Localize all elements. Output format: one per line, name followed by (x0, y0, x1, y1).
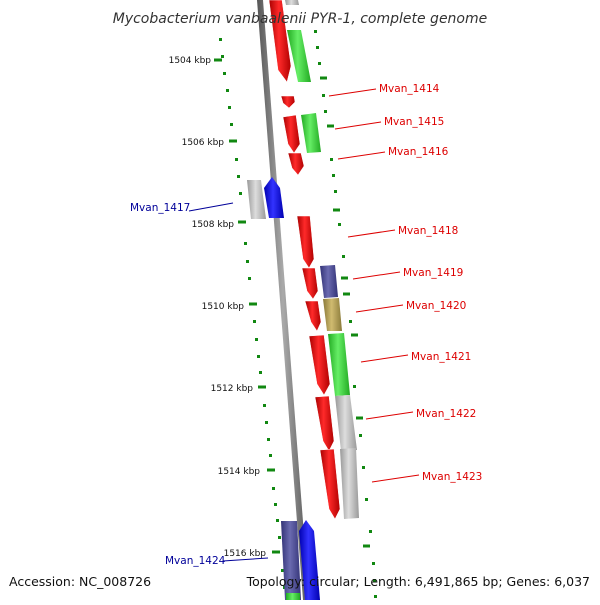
cds-arrow[interactable] (264, 177, 284, 218)
kbp-label: 1508 kbp (192, 220, 235, 230)
cog-bar (328, 333, 350, 396)
cog-bar (286, 593, 300, 600)
genome-title: Mycobacterium vanbaalenii PYR-1, complet… (113, 11, 488, 27)
gene-label-mvan-1422[interactable]: Mvan_1422 (416, 408, 476, 420)
cds-arrow[interactable] (304, 300, 322, 332)
outer-scale-dots (314, 30, 377, 598)
gene-label-mvan-1423[interactable]: Mvan_1423 (422, 471, 482, 483)
cds-arrow[interactable] (287, 152, 305, 176)
kbp-label: 1504 kbp (169, 56, 212, 66)
inner-scale-dots (219, 38, 286, 589)
label-leader-lines (188, 88, 420, 562)
cds-arrow[interactable] (301, 267, 319, 300)
cog-bar (301, 113, 321, 153)
gene-label-mvan-1421[interactable]: Mvan_1421 (411, 351, 471, 363)
kbp-labels: 1504 kbp 1506 kbp 1508 kbp 1510 kbp 1512… (169, 56, 267, 559)
cds-arrow[interactable] (268, 0, 292, 83)
cog-bar (247, 180, 266, 219)
forward-cog-bars (285, 0, 359, 519)
cds-arrow[interactable] (282, 114, 301, 154)
kbp-label: 1512 kbp (211, 384, 254, 394)
kbp-label: 1510 kbp (202, 302, 245, 312)
genome-backbone (257, 0, 309, 600)
cog-bar (335, 395, 357, 451)
gene-label-mvan-1420[interactable]: Mvan_1420 (406, 300, 466, 312)
kbp-label: 1516 kbp (224, 549, 267, 559)
forward-cds-arrows (268, 0, 341, 520)
gene-label-mvan-1416[interactable]: Mvan_1416 (388, 146, 449, 158)
cog-bar (323, 298, 342, 331)
cds-arrow[interactable] (299, 520, 320, 600)
cds-arrow[interactable] (314, 395, 335, 452)
kbp-label: 1514 kbp (218, 467, 261, 477)
gene-label-mvan-1418[interactable]: Mvan_1418 (398, 225, 458, 237)
cds-arrow[interactable] (280, 95, 296, 109)
reverse-cds-arrows (247, 177, 320, 600)
outer-scale-ticks (320, 76, 370, 548)
cog-bar (285, 0, 299, 5)
cog-bar (340, 448, 359, 519)
cds-arrow[interactable] (319, 448, 341, 520)
cog-bar (281, 521, 301, 600)
gene-labels: Mvan_1414 Mvan_1415 Mvan_1416 Mvan_1417 … (130, 83, 482, 567)
gene-label-mvan-1417[interactable]: Mvan_1417 (130, 202, 190, 214)
cog-bar (287, 30, 311, 82)
gene-label-mvan-1415[interactable]: Mvan_1415 (384, 116, 444, 128)
cds-arrow[interactable] (308, 334, 331, 396)
gene-label-mvan-1424[interactable]: Mvan_1424 (165, 555, 226, 567)
gene-label-mvan-1419[interactable]: Mvan_1419 (403, 267, 463, 279)
kbp-ticks (214, 58, 280, 554)
cog-bar (320, 265, 338, 298)
kbp-label: 1506 kbp (182, 138, 225, 148)
gene-label-mvan-1414[interactable]: Mvan_1414 (379, 83, 440, 95)
cds-arrow[interactable] (296, 215, 315, 269)
accession-text: Accession: NC_008726 (9, 574, 151, 589)
topology-text: Topology: circular; Length: 6,491,865 bp… (246, 574, 590, 589)
